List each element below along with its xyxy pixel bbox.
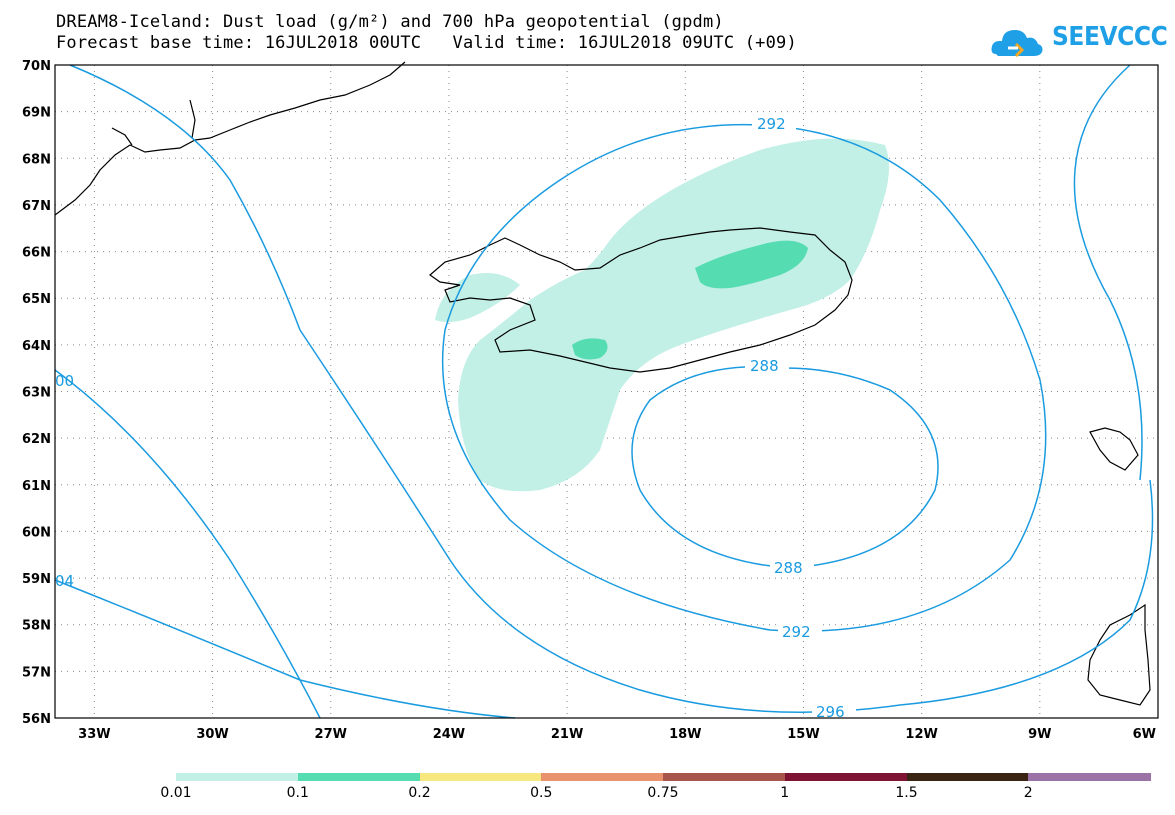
colorbar-swatch [1028,773,1151,781]
colorbar-label: 1.5 [895,785,918,801]
colorbar-swatch [541,773,664,781]
map-title: DREAM8-Iceland: Dust load (g/m²) and 700… [56,12,724,32]
greenland-coastline [54,61,406,216]
lon-label: 12W [905,727,937,742]
contour-label-292-top: 292 [757,115,786,133]
colorbar-swatch [784,773,907,781]
colorbar-label: 1 [780,785,790,801]
lon-label: 24W [433,727,465,742]
colorbar-label: 0.01 [160,785,192,801]
lon-label: 30W [196,727,228,742]
contour-label-288-bottom: 288 [774,559,803,577]
lon-label: 27W [315,727,347,742]
lon-label: 21W [551,727,583,742]
colorbar-swatch [419,773,542,781]
contour-label-296: 296 [816,703,845,721]
logo-text: SEEVCCC [1052,22,1168,52]
colorbar-label: 0.75 [647,785,679,801]
lat-label: 63N [22,386,51,401]
lat-label: 67N [22,199,51,214]
lat-label: 68N [22,152,51,167]
cloud-icon [991,30,1043,58]
scotland-coastline [1087,603,1151,706]
map-frame [54,64,1159,719]
lat-label: 57N [22,665,51,680]
lat-label: 69N [22,106,51,121]
faroe-coastline [1089,427,1139,471]
colorbar-label: 0.5 [530,785,553,801]
colorbar-label: 0.1 [286,785,309,801]
colorbar-swatch [176,773,299,781]
contour-label-300: 00 [55,372,74,390]
colorbar-swatch [906,773,1029,781]
lat-label: 66N [22,246,51,261]
longitude-labels: 33W 30W 27W 24W 21W 18W 15W 12W 9W 6W [78,727,1156,742]
lat-label: 60N [22,525,51,540]
map-subtitle: Forecast base time: 16JUL2018 00UTC Vali… [56,33,797,53]
latitude-labels: 70N 69N 68N 67N 66N 65N 64N 63N 62N 61N 60N 59N 58N 5… [22,59,51,727]
lon-label: 18W [669,727,701,742]
lon-label: 15W [787,727,819,742]
colorbar-label: 0.2 [408,785,431,801]
lat-label: 61N [22,479,51,494]
lat-label: 58N [22,619,51,634]
colorbar-swatch [297,773,420,781]
dust-load-medium [572,240,808,360]
colorbar-swatch [663,773,786,781]
lat-label: 64N [22,339,51,354]
dust-load-light [435,138,889,492]
lon-label: 6W [1133,727,1156,742]
lat-label: 62N [22,432,51,447]
lat-label: 59N [22,572,51,587]
lon-label: 33W [78,727,110,742]
iceland-coastline [429,227,853,373]
contour-labels: 292 288 288 292 296 00 04 [55,114,856,721]
lat-label: 70N [22,59,51,74]
colorbar-label: 2 [1023,785,1033,801]
lat-label: 56N [22,712,51,727]
lat-label: 65N [22,292,51,307]
contour-label-288-top: 288 [750,357,779,375]
lon-label: 9W [1028,727,1051,742]
geopotential-contours [54,64,1154,719]
contour-label-292-bottom: 292 [782,623,811,641]
contour-label-304: 04 [55,572,74,590]
